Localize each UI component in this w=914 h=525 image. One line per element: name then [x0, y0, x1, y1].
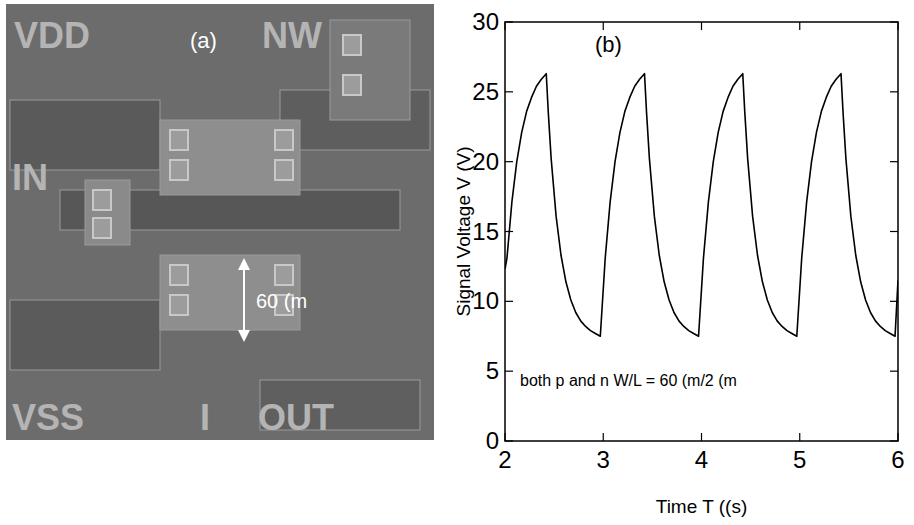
- y-tick-label: 0: [486, 427, 499, 454]
- scale-arrowhead: [238, 330, 250, 342]
- plot-area: [505, 74, 898, 337]
- contact-pad: [170, 130, 188, 150]
- layout-label: IN: [12, 157, 48, 198]
- y-tick: [890, 371, 898, 372]
- layout-block: [160, 120, 300, 195]
- y-tick-label: 20: [472, 148, 499, 175]
- layout-block: [85, 180, 130, 245]
- panel-label: (a): [190, 28, 217, 53]
- x-tick-label: 6: [891, 446, 904, 473]
- y-tick: [890, 91, 898, 92]
- x-tick: [603, 433, 604, 441]
- x-tick-label: 2: [498, 446, 511, 473]
- layout-label: I: [200, 397, 210, 438]
- y-tick: [505, 161, 513, 162]
- annotation: both p and n W/L = 60 (m/2 (m: [520, 372, 737, 389]
- chart-panel: 2 3 4 5 6 0 5 10 15 20 25 30 Time T ((s) Signal Volta…: [453, 4, 910, 522]
- x-tick: [603, 22, 604, 30]
- layout-block: [10, 300, 160, 370]
- scale-bar-label: 60 (m: [256, 290, 307, 312]
- x-tick: [701, 433, 702, 441]
- contact-pad: [170, 265, 188, 285]
- y-tick-label: 15: [472, 218, 499, 245]
- plot-frame: [505, 22, 898, 441]
- contact-pad: [275, 265, 293, 285]
- layout-block: [330, 20, 410, 120]
- panel-label: (b): [595, 32, 622, 57]
- scale-arrow: [243, 262, 245, 338]
- x-tick: [701, 22, 702, 30]
- micrograph-ground: [6, 4, 434, 440]
- layout-label: VSS: [12, 397, 84, 438]
- contact-pad: [275, 160, 293, 180]
- x-tick: [799, 433, 800, 441]
- contact-pad: [170, 295, 188, 315]
- y-axis-title: Signal Voltage V (V): [453, 146, 474, 316]
- x-tick-label: 4: [695, 446, 708, 473]
- y-tick: [890, 231, 898, 232]
- y-tick: [505, 301, 513, 302]
- layout-label: OUT: [258, 397, 334, 438]
- y-tick: [505, 371, 513, 372]
- y-tick-label: 10: [472, 287, 499, 314]
- layout-label: NW: [262, 15, 322, 56]
- contact-pad: [275, 130, 293, 150]
- y-tick-label: 25: [472, 78, 499, 105]
- contact-pad: [170, 160, 188, 180]
- y-tick: [505, 91, 513, 92]
- x-tick: [799, 22, 800, 30]
- x-axis-title: Time T ((s): [656, 496, 747, 517]
- layout-label: VDD: [14, 15, 90, 56]
- signal-line: [505, 74, 898, 337]
- contact-pad: [93, 190, 111, 210]
- contact-pad: [93, 218, 111, 238]
- contact-pad: [343, 35, 361, 55]
- y-tick: [890, 161, 898, 162]
- figure: VDD NW IN VSS I OUT (a) 60 (m 2 3 4 5 6 0 5 10 15 20 25 30 T…: [0, 0, 914, 525]
- x-tick-label: 3: [597, 446, 610, 473]
- scale-arrowhead: [238, 258, 250, 270]
- y-tick-label: 5: [486, 357, 499, 384]
- contact-pad: [343, 75, 361, 95]
- chart-ground: [458, 4, 910, 522]
- y-tick-label: 30: [472, 8, 499, 35]
- micrograph-panel: VDD NW IN VSS I OUT (a) 60 (m: [6, 4, 434, 440]
- x-tick-label: 5: [793, 446, 806, 473]
